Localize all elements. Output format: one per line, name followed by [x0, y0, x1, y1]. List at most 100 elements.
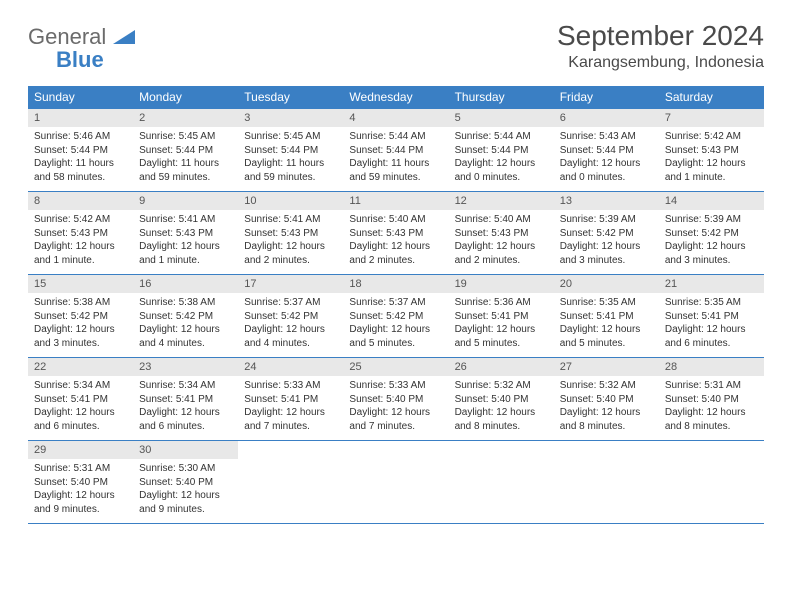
sunset-text: Sunset: 5:41 PM: [244, 393, 337, 407]
day-cell: 29Sunrise: 5:31 AMSunset: 5:40 PMDayligh…: [28, 441, 133, 523]
day-cell: 8Sunrise: 5:42 AMSunset: 5:43 PMDaylight…: [28, 192, 133, 274]
sunset-text: Sunset: 5:44 PM: [349, 144, 442, 158]
daylight-text: Daylight: 12 hours and 8 minutes.: [455, 406, 548, 433]
sunset-text: Sunset: 5:44 PM: [455, 144, 548, 158]
sunset-text: Sunset: 5:40 PM: [349, 393, 442, 407]
day-cell: 1Sunrise: 5:46 AMSunset: 5:44 PMDaylight…: [28, 109, 133, 191]
daylight-text: Daylight: 12 hours and 7 minutes.: [349, 406, 442, 433]
day-body: Sunrise: 5:43 AMSunset: 5:44 PMDaylight:…: [554, 127, 659, 188]
day-cell: 6Sunrise: 5:43 AMSunset: 5:44 PMDaylight…: [554, 109, 659, 191]
sunrise-text: Sunrise: 5:39 AM: [560, 213, 653, 227]
day-number: 15: [28, 275, 133, 293]
sunrise-text: Sunrise: 5:39 AM: [665, 213, 758, 227]
day-cell: 10Sunrise: 5:41 AMSunset: 5:43 PMDayligh…: [238, 192, 343, 274]
logo: General Blue: [28, 26, 135, 72]
sunset-text: Sunset: 5:42 PM: [349, 310, 442, 324]
daylight-text: Daylight: 12 hours and 5 minutes.: [349, 323, 442, 350]
sunset-text: Sunset: 5:43 PM: [349, 227, 442, 241]
day-cell: [449, 441, 554, 523]
week-row: 29Sunrise: 5:31 AMSunset: 5:40 PMDayligh…: [28, 440, 764, 524]
day-cell: 5Sunrise: 5:44 AMSunset: 5:44 PMDaylight…: [449, 109, 554, 191]
week-row: 1Sunrise: 5:46 AMSunset: 5:44 PMDaylight…: [28, 108, 764, 191]
sunrise-text: Sunrise: 5:41 AM: [139, 213, 232, 227]
day-body: Sunrise: 5:30 AMSunset: 5:40 PMDaylight:…: [133, 459, 238, 520]
weekday-header: Tuesday: [238, 86, 343, 108]
daylight-text: Daylight: 12 hours and 5 minutes.: [560, 323, 653, 350]
daylight-text: Daylight: 12 hours and 0 minutes.: [560, 157, 653, 184]
sunset-text: Sunset: 5:43 PM: [139, 227, 232, 241]
day-cell: 28Sunrise: 5:31 AMSunset: 5:40 PMDayligh…: [659, 358, 764, 440]
weekday-header: Thursday: [449, 86, 554, 108]
logo-triangle-icon: [113, 30, 135, 44]
sunrise-text: Sunrise: 5:42 AM: [665, 130, 758, 144]
day-number: 30: [133, 441, 238, 459]
day-cell: 21Sunrise: 5:35 AMSunset: 5:41 PMDayligh…: [659, 275, 764, 357]
logo-text-wrap: General Blue: [28, 26, 135, 72]
day-number: 17: [238, 275, 343, 293]
day-body: Sunrise: 5:42 AMSunset: 5:43 PMDaylight:…: [28, 210, 133, 271]
sunset-text: Sunset: 5:42 PM: [665, 227, 758, 241]
day-body: Sunrise: 5:32 AMSunset: 5:40 PMDaylight:…: [449, 376, 554, 437]
daylight-text: Daylight: 12 hours and 3 minutes.: [665, 240, 758, 267]
day-number: 26: [449, 358, 554, 376]
sunrise-text: Sunrise: 5:34 AM: [34, 379, 127, 393]
day-number: 16: [133, 275, 238, 293]
sunrise-text: Sunrise: 5:35 AM: [665, 296, 758, 310]
day-body: Sunrise: 5:32 AMSunset: 5:40 PMDaylight:…: [554, 376, 659, 437]
daylight-text: Daylight: 11 hours and 59 minutes.: [349, 157, 442, 184]
sunrise-text: Sunrise: 5:40 AM: [455, 213, 548, 227]
day-number: 1: [28, 109, 133, 127]
day-number: 13: [554, 192, 659, 210]
day-cell: [343, 441, 448, 523]
daylight-text: Daylight: 12 hours and 7 minutes.: [244, 406, 337, 433]
day-number: 21: [659, 275, 764, 293]
daylight-text: Daylight: 12 hours and 5 minutes.: [455, 323, 548, 350]
sunrise-text: Sunrise: 5:33 AM: [244, 379, 337, 393]
sunrise-text: Sunrise: 5:42 AM: [34, 213, 127, 227]
sunrise-text: Sunrise: 5:34 AM: [139, 379, 232, 393]
daylight-text: Daylight: 12 hours and 9 minutes.: [139, 489, 232, 516]
day-cell: 13Sunrise: 5:39 AMSunset: 5:42 PMDayligh…: [554, 192, 659, 274]
day-body: Sunrise: 5:33 AMSunset: 5:41 PMDaylight:…: [238, 376, 343, 437]
day-cell: 25Sunrise: 5:33 AMSunset: 5:40 PMDayligh…: [343, 358, 448, 440]
weekday-header: Saturday: [659, 86, 764, 108]
weeks-container: 1Sunrise: 5:46 AMSunset: 5:44 PMDaylight…: [28, 108, 764, 524]
daylight-text: Daylight: 12 hours and 0 minutes.: [455, 157, 548, 184]
daylight-text: Daylight: 11 hours and 59 minutes.: [244, 157, 337, 184]
sunrise-text: Sunrise: 5:30 AM: [139, 462, 232, 476]
day-body: Sunrise: 5:42 AMSunset: 5:43 PMDaylight:…: [659, 127, 764, 188]
sunset-text: Sunset: 5:42 PM: [244, 310, 337, 324]
sunset-text: Sunset: 5:40 PM: [455, 393, 548, 407]
day-body: Sunrise: 5:35 AMSunset: 5:41 PMDaylight:…: [659, 293, 764, 354]
day-body: Sunrise: 5:33 AMSunset: 5:40 PMDaylight:…: [343, 376, 448, 437]
day-number: 20: [554, 275, 659, 293]
day-cell: [238, 441, 343, 523]
sunrise-text: Sunrise: 5:40 AM: [349, 213, 442, 227]
day-body: Sunrise: 5:34 AMSunset: 5:41 PMDaylight:…: [133, 376, 238, 437]
sunrise-text: Sunrise: 5:45 AM: [139, 130, 232, 144]
daylight-text: Daylight: 12 hours and 1 minute.: [139, 240, 232, 267]
sunrise-text: Sunrise: 5:33 AM: [349, 379, 442, 393]
day-body: Sunrise: 5:34 AMSunset: 5:41 PMDaylight:…: [28, 376, 133, 437]
day-number: 10: [238, 192, 343, 210]
daylight-text: Daylight: 11 hours and 58 minutes.: [34, 157, 127, 184]
week-row: 22Sunrise: 5:34 AMSunset: 5:41 PMDayligh…: [28, 357, 764, 440]
day-number: 3: [238, 109, 343, 127]
sunrise-text: Sunrise: 5:44 AM: [349, 130, 442, 144]
day-number: 7: [659, 109, 764, 127]
daylight-text: Daylight: 12 hours and 8 minutes.: [560, 406, 653, 433]
sunset-text: Sunset: 5:41 PM: [34, 393, 127, 407]
day-number: 2: [133, 109, 238, 127]
day-body: Sunrise: 5:46 AMSunset: 5:44 PMDaylight:…: [28, 127, 133, 188]
sunrise-text: Sunrise: 5:31 AM: [34, 462, 127, 476]
day-number: 8: [28, 192, 133, 210]
day-number: 14: [659, 192, 764, 210]
sunset-text: Sunset: 5:40 PM: [560, 393, 653, 407]
sunrise-text: Sunrise: 5:35 AM: [560, 296, 653, 310]
sunset-text: Sunset: 5:44 PM: [560, 144, 653, 158]
calendar: SundayMondayTuesdayWednesdayThursdayFrid…: [28, 86, 764, 524]
sunset-text: Sunset: 5:40 PM: [665, 393, 758, 407]
sunset-text: Sunset: 5:41 PM: [139, 393, 232, 407]
sunset-text: Sunset: 5:41 PM: [455, 310, 548, 324]
day-cell: 16Sunrise: 5:38 AMSunset: 5:42 PMDayligh…: [133, 275, 238, 357]
